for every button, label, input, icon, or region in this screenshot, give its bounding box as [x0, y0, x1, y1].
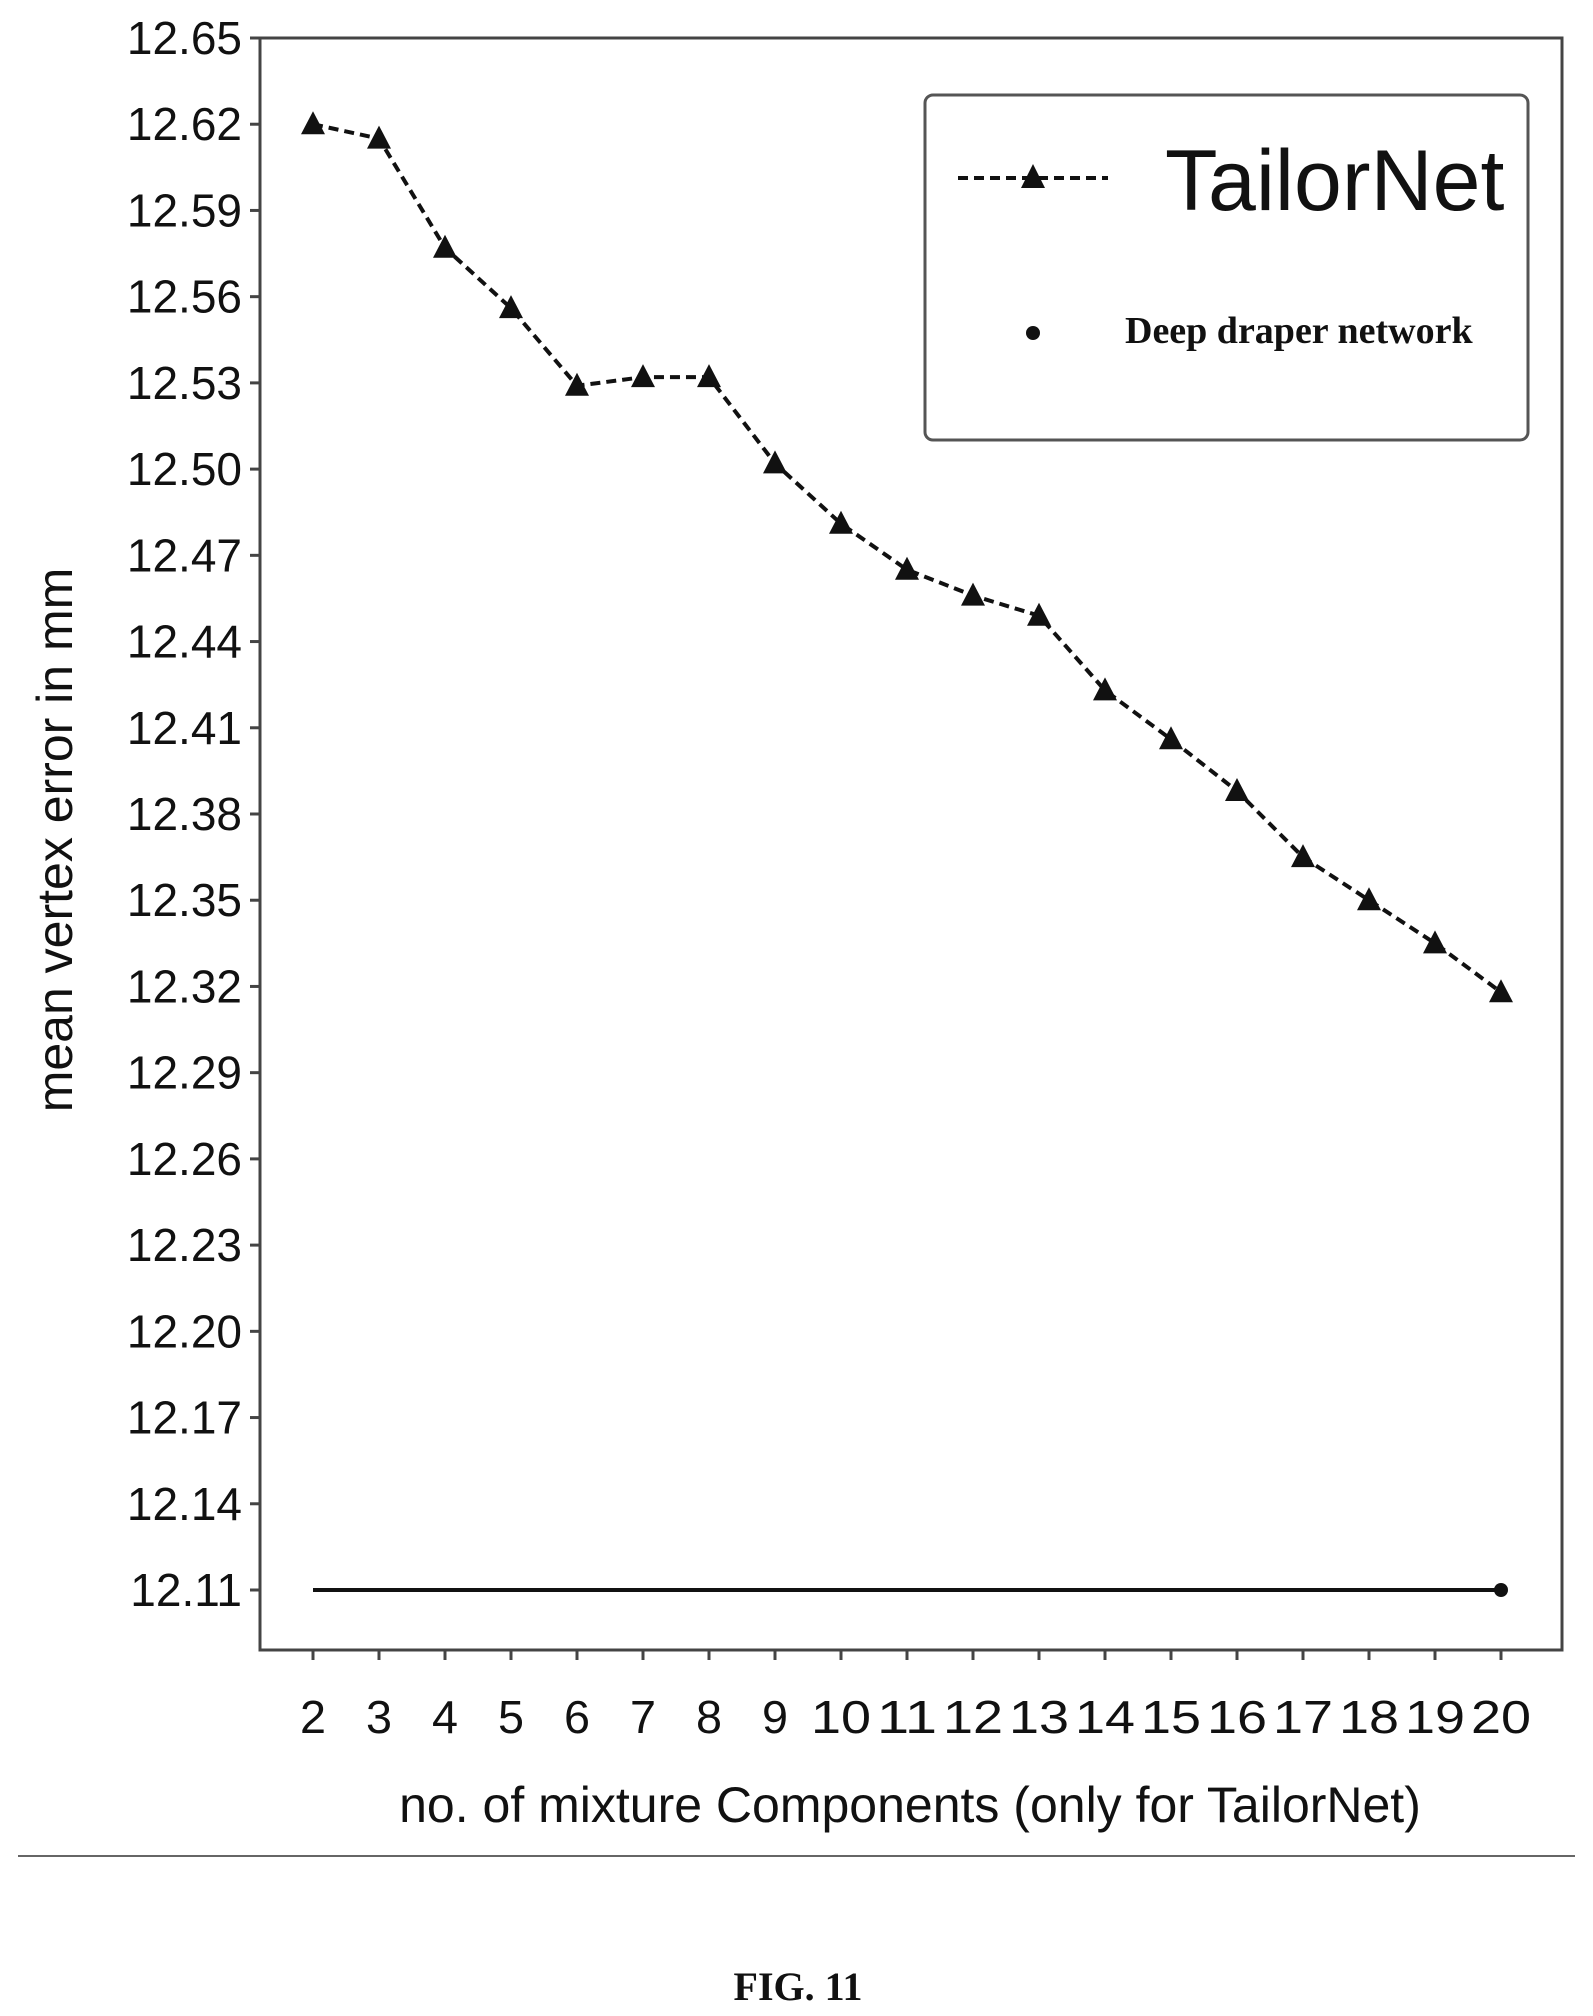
y-axis-title: mean vertex error in mm: [27, 568, 83, 1113]
x-axis-title: no. of mixture Components (only for Tail…: [399, 1777, 1421, 1833]
series-tailornet-point: [499, 295, 523, 319]
y-tick-label: 12.65: [127, 12, 242, 64]
y-tick-label: 12.11: [130, 1564, 242, 1616]
series-tailornet-point: [1159, 726, 1183, 750]
y-tick-label: 12.29: [127, 1047, 242, 1099]
x-tick-label: 8: [696, 1691, 722, 1743]
y-tick-label: 12.41: [127, 702, 242, 754]
series-tailornet-point: [565, 372, 589, 396]
y-tick-label: 12.20: [127, 1305, 242, 1357]
series-tailornet-point: [1489, 979, 1513, 1003]
y-tick-label: 12.62: [127, 98, 242, 150]
y-tick-label: 12.26: [127, 1133, 242, 1185]
series-tailornet-point: [829, 510, 853, 534]
series-tailornet-point: [1357, 887, 1381, 911]
y-tick-label: 12.35: [127, 874, 242, 926]
x-tick-label: 20: [1471, 1691, 1531, 1743]
y-tick-label: 12.47: [127, 529, 242, 581]
x-tick-label: 17: [1273, 1691, 1333, 1743]
legend-box: [923, 93, 1530, 442]
x-tick-label: 5: [498, 1691, 524, 1743]
y-tick-label: 12.14: [127, 1478, 242, 1530]
x-tick-label: 11: [877, 1691, 937, 1743]
y-tick-label: 12.38: [127, 788, 242, 840]
x-tick-label: 15: [1141, 1691, 1201, 1743]
x-tick-label: 12: [943, 1691, 1003, 1743]
legend: TailorNet Deep draper network: [923, 93, 1530, 442]
series-tailornet-point: [1423, 930, 1447, 954]
series-tailornet-point: [961, 582, 985, 606]
series-tailornet-point: [1027, 602, 1051, 626]
y-tick-label: 12.23: [127, 1219, 242, 1271]
x-tick-label: 13: [1009, 1691, 1069, 1743]
series-tailornet-point: [433, 234, 457, 258]
series-tailornet-point: [895, 556, 919, 580]
series-tailornet-point: [1291, 844, 1315, 868]
legend-tailornet-marker: [1021, 164, 1045, 188]
x-tick-label: 10: [811, 1691, 871, 1743]
x-tick-label: 6: [564, 1691, 590, 1743]
x-tick-label: 3: [366, 1691, 392, 1743]
y-tick-label: 12.17: [127, 1392, 242, 1444]
series-layer: [301, 111, 1513, 1597]
y-tick-label: 12.56: [127, 271, 242, 323]
y-axis-ticks: 12.11 12.14 12.17 12.20 12.23 12.26 12.29 12.32…: [127, 12, 260, 1616]
x-axis-ticks: 2 3 4 5 6 7 8 9 10 11 12 13 14 15 16 17 18 19 20: [300, 1650, 1531, 1743]
series-tailornet-point: [1093, 677, 1117, 701]
x-tick-label: 16: [1207, 1691, 1267, 1743]
x-tick-label: 9: [762, 1691, 788, 1743]
y-tick-label: 12.32: [127, 960, 242, 1012]
series-tailornet-point: [631, 364, 655, 388]
legend-deep-draper-label: Deep draper network: [1125, 310, 1473, 352]
y-tick-label: 12.53: [127, 357, 242, 409]
series-tailornet-point: [367, 125, 391, 149]
x-tick-label: 14: [1075, 1691, 1135, 1743]
series-deep-draper-point: [1494, 1583, 1508, 1597]
x-tick-label: 19: [1405, 1691, 1465, 1743]
x-tick-label: 2: [300, 1691, 326, 1743]
series-tailornet-point: [697, 364, 721, 388]
series-tailornet-point: [763, 450, 787, 474]
series-tailornet-point: [301, 111, 325, 135]
legend-deep-draper-marker: [1026, 326, 1040, 340]
y-tick-label: 12.59: [127, 184, 242, 236]
series-tailornet-point: [1225, 778, 1249, 802]
x-tick-label: 18: [1339, 1691, 1399, 1743]
y-tick-label: 12.44: [127, 616, 242, 668]
figure-caption: FIG. 11: [734, 1964, 863, 2009]
plot-frame: [258, 36, 1564, 1652]
legend-tailornet-label: TailorNet: [1165, 133, 1504, 229]
y-tick-label: 12.50: [127, 443, 242, 495]
x-tick-label: 4: [432, 1691, 458, 1743]
x-tick-label: 7: [630, 1691, 656, 1743]
